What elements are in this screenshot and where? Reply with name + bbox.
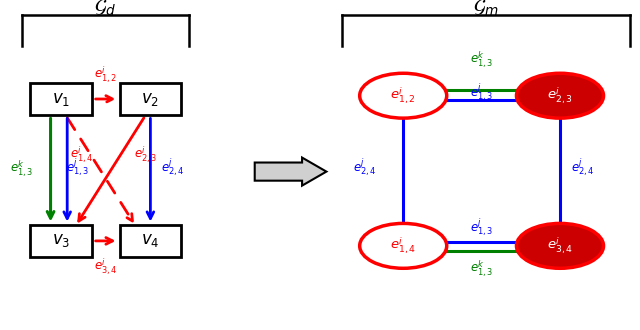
Circle shape: [516, 73, 604, 118]
FancyArrow shape: [255, 158, 326, 185]
Text: $e^i_{2,3}$: $e^i_{2,3}$: [547, 85, 573, 106]
Text: $\mathcal{G}_d$: $\mathcal{G}_d$: [95, 0, 116, 18]
Text: $e^k_{1,3}$: $e^k_{1,3}$: [10, 158, 33, 179]
FancyBboxPatch shape: [120, 83, 181, 115]
Circle shape: [360, 223, 447, 268]
Text: $e^i_{1,2}$: $e^i_{1,2}$: [94, 65, 117, 85]
FancyBboxPatch shape: [30, 83, 92, 115]
Text: $\mathcal{G}_m$: $\mathcal{G}_m$: [474, 0, 499, 18]
Text: $e^i_{1,2}$: $e^i_{1,2}$: [390, 85, 416, 106]
Text: $e^k_{1,3}$: $e^k_{1,3}$: [470, 259, 493, 279]
Text: $e^k_{1,3}$: $e^k_{1,3}$: [470, 50, 493, 70]
Text: $e^j_{2,4}$: $e^j_{2,4}$: [161, 157, 184, 180]
Text: $e^j_{1,3}$: $e^j_{1,3}$: [470, 217, 493, 240]
Text: $e^i_{2,3}$: $e^i_{2,3}$: [134, 145, 157, 165]
Text: $v_2$: $v_2$: [141, 90, 159, 108]
Text: $e^j_{1,3}$: $e^j_{1,3}$: [470, 82, 493, 104]
Text: $v_1$: $v_1$: [52, 90, 70, 108]
Circle shape: [516, 223, 604, 268]
FancyBboxPatch shape: [120, 225, 181, 257]
Circle shape: [360, 73, 447, 118]
Text: $e^i_{3,4}$: $e^i_{3,4}$: [547, 236, 573, 256]
Text: $e^i_{1,4}$: $e^i_{1,4}$: [390, 236, 416, 256]
Text: $e^i_{3,4}$: $e^i_{3,4}$: [94, 256, 117, 277]
Text: $e^j_{1,3}$: $e^j_{1,3}$: [67, 157, 90, 180]
Text: $v_4$: $v_4$: [141, 232, 159, 249]
Text: $v_3$: $v_3$: [52, 232, 70, 249]
Text: $e^j_{2,4}$: $e^j_{2,4}$: [571, 157, 594, 180]
Text: $e^i_{1,4}$: $e^i_{1,4}$: [70, 145, 93, 165]
FancyBboxPatch shape: [30, 225, 92, 257]
Text: $e^j_{2,4}$: $e^j_{2,4}$: [353, 157, 376, 180]
